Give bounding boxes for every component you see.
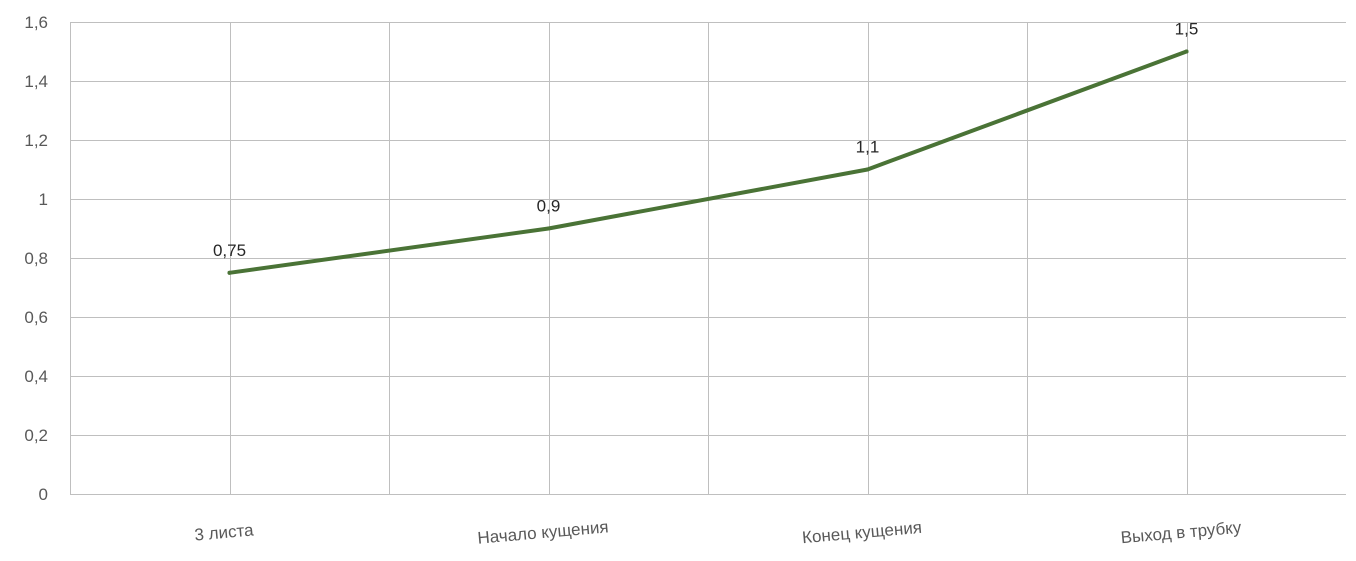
y-tick-label: 0,8 — [24, 249, 48, 268]
y-tick-label: 0 — [39, 485, 48, 504]
y-tick-label: 1,6 — [24, 13, 48, 32]
axes: 0 0,2 0,4 0,6 0,8 1 1,2 1,4 1,6 3 листа Начало кущ… — [24, 13, 1346, 548]
data-label: 0,75 — [213, 241, 246, 260]
series — [227, 49, 1189, 275]
data-point — [546, 226, 551, 231]
y-tick-label: 0,4 — [24, 367, 48, 386]
series-line — [227, 49, 1189, 275]
data-label: 0,9 — [537, 197, 561, 216]
data-point — [1184, 49, 1189, 54]
y-tick-label: 0,6 — [24, 308, 48, 327]
y-tick-label: 0,2 — [24, 426, 48, 445]
data-label: 1,5 — [1175, 20, 1199, 39]
y-tick-label: 1 — [39, 190, 48, 209]
labels: 0,75 0,9 1,1 1,5 — [213, 20, 1198, 260]
x-tick-label: 3 листа — [194, 520, 255, 544]
data-point — [227, 270, 232, 275]
grid — [70, 22, 1346, 494]
data-label: 1,1 — [856, 138, 880, 157]
y-tick-label: 1,4 — [24, 72, 48, 91]
x-tick-label: Выход в трубку — [1120, 518, 1243, 548]
y-tick-label: 1,2 — [24, 131, 48, 150]
data-point — [865, 167, 870, 172]
x-tick-label: Начало кущения — [477, 517, 610, 547]
x-tick-label: Конец кущения — [801, 518, 922, 547]
